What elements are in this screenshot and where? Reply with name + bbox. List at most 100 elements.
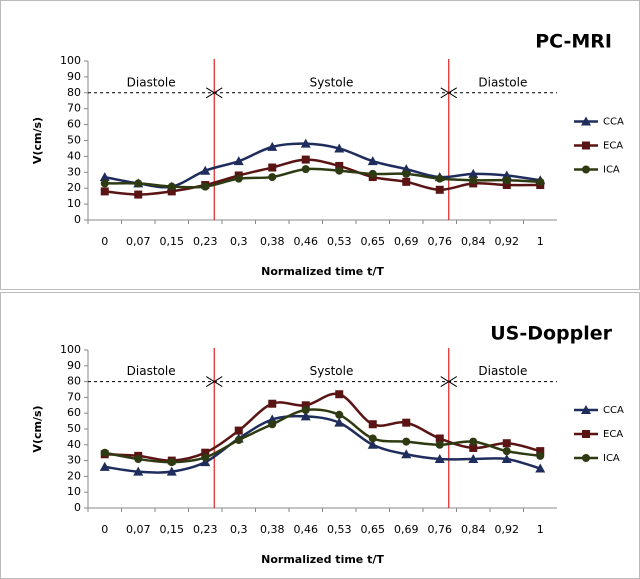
y-tick-label: 30	[67, 165, 81, 178]
x-tick-label: 0,23	[193, 235, 218, 248]
point	[468, 168, 479, 178]
point	[582, 430, 590, 438]
point	[536, 447, 545, 456]
point	[267, 141, 278, 151]
point	[402, 177, 411, 186]
y-tick-label: 70	[67, 390, 81, 403]
legend-label: ICA	[603, 453, 620, 464]
phase-label: Diastole	[127, 75, 176, 89]
x-tick-label: 0,69	[394, 235, 419, 248]
point	[234, 436, 243, 445]
y-tick-label: 10	[67, 197, 81, 210]
x-tick-label: 0	[101, 235, 108, 248]
point	[435, 440, 444, 449]
point	[435, 185, 444, 194]
y-axis-label: V(cm/s)	[31, 405, 44, 452]
phase-label: Diastole	[478, 75, 527, 89]
x-tick-label: 0,15	[160, 523, 185, 536]
phase-arrow	[205, 87, 223, 99]
point	[401, 449, 412, 459]
point	[536, 451, 545, 460]
x-tick-label: 0,76	[428, 235, 453, 248]
point	[268, 173, 277, 182]
point	[334, 143, 345, 153]
point	[134, 179, 143, 188]
point	[201, 182, 210, 191]
point	[201, 453, 210, 462]
y-axis-label: V(cm/s)	[31, 117, 44, 164]
y-tick-label: 70	[67, 102, 81, 115]
y-tick-label: 60	[67, 118, 81, 131]
chart-title: PC-MRI	[535, 31, 612, 53]
x-tick-label: 0,38	[260, 523, 285, 536]
x-tick-label: 0,07	[126, 235, 151, 248]
point	[335, 390, 344, 399]
point	[167, 458, 176, 467]
point	[234, 174, 243, 183]
point	[301, 401, 310, 410]
x-tick-label: 0,92	[495, 235, 520, 248]
x-tick-label: 0,84	[461, 523, 486, 536]
x-tick-label: 0,23	[193, 523, 218, 536]
point	[99, 172, 110, 182]
x-axis-label: Normalized time t/T	[261, 265, 384, 278]
point	[469, 176, 478, 185]
point	[368, 434, 377, 443]
point	[234, 426, 243, 435]
x-tick-label: 0,53	[327, 523, 352, 536]
y-tick-label: 40	[67, 438, 81, 451]
x-tick-label: 0,84	[461, 235, 486, 248]
point	[435, 434, 444, 443]
point	[368, 420, 377, 429]
point	[334, 417, 345, 427]
y-tick-label: 0	[74, 501, 81, 514]
point	[501, 454, 512, 464]
point	[233, 156, 244, 166]
x-tick-label: 0,53	[327, 235, 352, 248]
phase-arrow	[205, 376, 223, 388]
phase-label: Systole	[310, 364, 354, 378]
x-tick-label: 0	[101, 523, 108, 536]
point	[469, 443, 478, 452]
point	[133, 466, 144, 476]
point	[200, 457, 211, 467]
point	[469, 437, 478, 446]
legend-label: CCA	[603, 117, 624, 128]
point	[300, 138, 311, 148]
point	[166, 466, 177, 476]
point	[402, 418, 411, 427]
x-tick-label: 0,76	[428, 523, 453, 536]
legend-label: ECA	[603, 429, 623, 440]
legend-label: CCA	[603, 405, 624, 416]
point	[502, 447, 511, 456]
y-tick-label: 20	[67, 181, 81, 194]
point	[535, 463, 546, 473]
point	[268, 420, 277, 429]
point	[134, 190, 143, 199]
point	[268, 399, 277, 408]
y-tick-label: 90	[67, 70, 81, 83]
phase-arrow	[440, 87, 458, 99]
point	[335, 166, 344, 175]
x-tick-label: 0,38	[260, 235, 285, 248]
y-tick-label: 50	[67, 422, 81, 435]
y-tick-label: 20	[67, 469, 81, 482]
point	[502, 439, 511, 448]
y-tick-label: 40	[67, 149, 81, 162]
point	[134, 455, 143, 464]
phase-label: Systole	[310, 75, 354, 89]
point	[99, 461, 110, 471]
y-tick-label: 50	[67, 134, 81, 147]
x-tick-label: 0,07	[126, 523, 151, 536]
y-tick-label: 80	[67, 86, 81, 99]
point	[167, 187, 176, 196]
x-tick-label: 0,69	[394, 523, 419, 536]
y-tick-label: 80	[67, 375, 81, 388]
point	[200, 165, 211, 175]
phase-label: Diastole	[127, 364, 176, 378]
x-tick-label: 0,3	[230, 523, 248, 536]
point	[581, 405, 591, 414]
series-line	[104, 414, 541, 474]
